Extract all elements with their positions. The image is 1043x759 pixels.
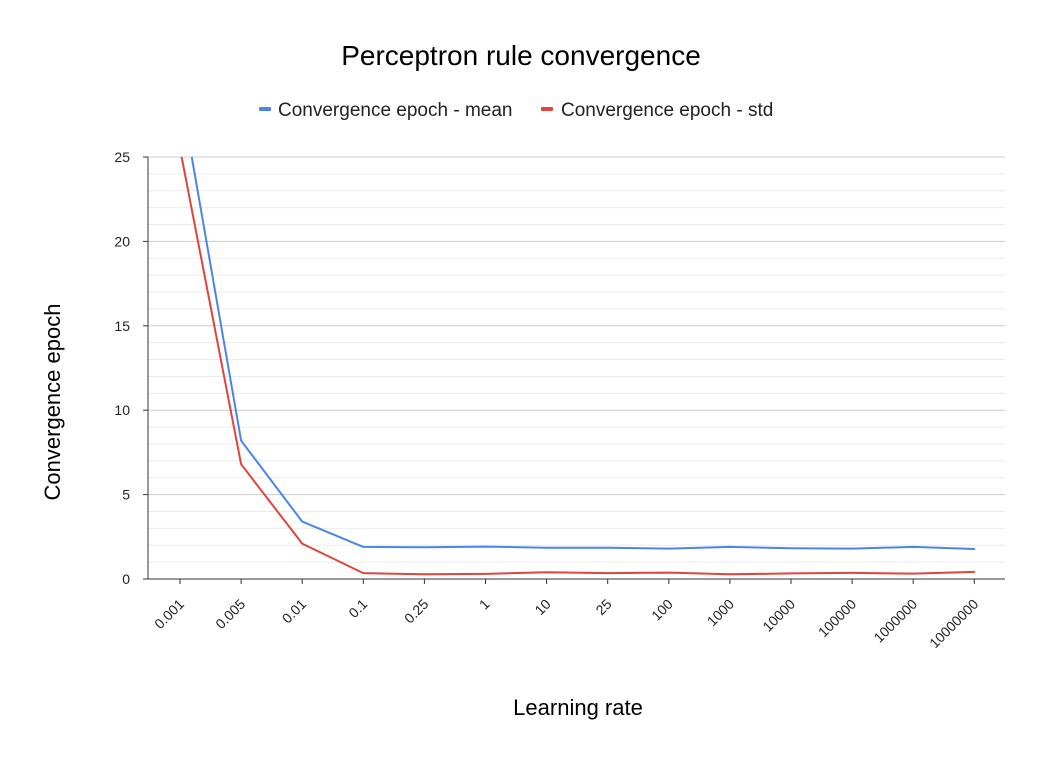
x-tick-label: 25 — [592, 596, 614, 618]
x-tick-label: 1 — [476, 596, 493, 613]
x-tick-label: 0.25 — [401, 596, 432, 627]
y-tick-label: 15 — [114, 318, 130, 334]
chart-title: Perceptron rule convergence — [341, 40, 701, 71]
x-tick-label: 100000 — [815, 596, 859, 640]
legend-label-std: Convergence epoch - std — [561, 100, 773, 121]
x-tick-label: 100 — [648, 596, 676, 624]
x-tick-label: 0.005 — [212, 596, 248, 632]
x-axis-label: Learning rate — [513, 695, 643, 720]
x-tick-label: 1000000 — [870, 596, 920, 646]
y-tick-label: 10 — [114, 402, 130, 418]
y-axis-label: Convergence epoch — [40, 304, 65, 501]
x-tick-label: 0.1 — [345, 596, 370, 621]
x-tick-label: 1000 — [704, 596, 737, 629]
y-tick-label: 0 — [122, 571, 130, 587]
x-tick-label: 10000 — [759, 596, 798, 635]
legend-swatch-std — [541, 107, 553, 111]
legend-swatch-mean — [259, 107, 271, 111]
x-axis-ticks: 0.001 0.005 0.01 0.1 0.25 1 10 25 100 1000 10000 10… — [151, 579, 982, 651]
series-lines — [180, 157, 976, 576]
series-line-std — [180, 157, 976, 576]
y-tick-label: 20 — [114, 233, 130, 249]
x-tick-label: 0.001 — [151, 596, 187, 632]
legend-label-mean: Convergence epoch - mean — [278, 100, 512, 121]
x-tick-label: 10000000 — [926, 596, 982, 652]
series-line-mean — [190, 157, 976, 550]
gridlines — [148, 156, 1005, 563]
legend: Convergence epoch - mean Convergence epo… — [259, 100, 773, 121]
x-tick-label: 0.01 — [279, 596, 310, 627]
y-tick-label: 5 — [122, 487, 130, 503]
x-tick-label: 10 — [531, 596, 553, 618]
y-tick-label: 25 — [114, 149, 130, 165]
y-axis-ticks: 0 5 10 15 20 25 — [114, 149, 148, 587]
